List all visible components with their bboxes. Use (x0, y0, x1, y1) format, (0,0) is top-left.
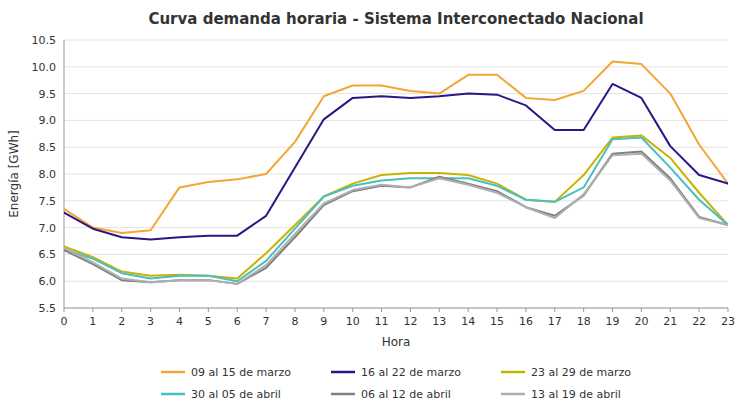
x-axis-line (64, 308, 728, 309)
x-tick-label: 7 (263, 315, 270, 328)
x-tick-label: 22 (692, 315, 706, 328)
legend-swatch (161, 393, 185, 396)
x-tick (670, 308, 671, 312)
x-tick (554, 308, 555, 312)
legend-swatch (501, 393, 525, 396)
y-tick-label: 8.5 (39, 141, 57, 154)
x-tick-label: 20 (634, 315, 648, 328)
y-tick-label: 10.5 (32, 34, 57, 47)
chart: Curva demanda horaria - Sistema Intercon… (0, 0, 750, 420)
series-line (64, 61, 728, 233)
series-line (64, 135, 728, 278)
y-tick-label: 5.5 (39, 302, 57, 315)
x-tick (439, 308, 440, 312)
x-axis-label: Hora (382, 335, 411, 349)
grid-line (64, 254, 728, 255)
axes: 5.56.06.57.07.58.08.59.09.510.010.501234… (32, 34, 736, 328)
y-axis-line (64, 40, 65, 308)
series-line (64, 154, 728, 284)
y-tick-label: 6.5 (39, 248, 57, 261)
grid-line (64, 147, 728, 148)
x-tick-label: 18 (577, 315, 591, 328)
x-tick-label: 3 (147, 315, 154, 328)
y-tick-label: 10.0 (32, 61, 57, 74)
x-tick-label: 14 (461, 315, 475, 328)
legend-label: 16 al 22 de marzo (361, 366, 461, 379)
x-tick-label: 1 (89, 315, 96, 328)
x-tick (699, 308, 700, 312)
y-tick-label: 8.0 (39, 168, 57, 181)
y-tick-label: 7.5 (39, 195, 57, 208)
y-tick-label: 9.0 (39, 114, 57, 127)
x-tick-label: 6 (234, 315, 241, 328)
plot-area (64, 61, 728, 283)
grid-line (64, 227, 728, 228)
x-tick-label: 10 (346, 315, 360, 328)
x-tick (294, 308, 295, 312)
x-tick-label: 21 (663, 315, 677, 328)
grid-line (64, 200, 728, 201)
x-tick (641, 308, 642, 312)
x-tick-label: 11 (375, 315, 389, 328)
legend: 09 al 15 de marzo 16 al 22 de marzo 23 al … (161, 366, 631, 401)
legend-swatch (331, 371, 355, 374)
x-tick (497, 308, 498, 312)
x-tick (468, 308, 469, 312)
series-line (64, 84, 728, 239)
x-tick (150, 308, 151, 312)
series-line (64, 138, 728, 282)
grid-line (64, 40, 728, 41)
grid-line (64, 66, 728, 67)
x-tick (266, 308, 267, 312)
x-tick-label: 23 (721, 315, 735, 328)
x-tick-label: 8 (291, 315, 298, 328)
grid-line (64, 308, 728, 309)
x-tick (612, 308, 613, 312)
legend-swatch (501, 371, 525, 374)
x-tick (381, 308, 382, 312)
x-tick-label: 19 (606, 315, 620, 328)
legend-swatch (331, 393, 355, 396)
title: Curva demanda horaria - Sistema Intercon… (148, 10, 643, 28)
x-tick (525, 308, 526, 312)
x-tick-label: 17 (548, 315, 562, 328)
x-tick (410, 308, 411, 312)
x-tick-label: 0 (61, 315, 68, 328)
x-tick (179, 308, 180, 312)
x-tick (728, 308, 729, 312)
y-tick-label: 7.0 (39, 222, 57, 235)
y-axis-label: Energía [GWh] (7, 130, 21, 218)
x-tick-label: 9 (320, 315, 327, 328)
x-tick (208, 308, 209, 312)
legend-label: 09 al 15 de marzo (191, 366, 291, 379)
x-tick (64, 308, 65, 312)
x-tick-label: 15 (490, 315, 504, 328)
x-tick-label: 5 (205, 315, 212, 328)
x-tick-label: 4 (176, 315, 183, 328)
x-tick-label: 2 (118, 315, 125, 328)
legend-swatch (161, 371, 185, 374)
x-tick-label: 13 (432, 315, 446, 328)
x-tick (583, 308, 584, 312)
grid-line (64, 120, 728, 121)
x-tick (352, 308, 353, 312)
grid-line (64, 93, 728, 94)
legend-label: 13 al 19 de abril (531, 388, 621, 401)
x-tick-label: 16 (519, 315, 533, 328)
x-tick (237, 308, 238, 312)
x-tick (92, 308, 93, 312)
legend-label: 23 al 29 de marzo (531, 366, 631, 379)
x-tick (323, 308, 324, 312)
y-tick-label: 6.0 (39, 275, 57, 288)
legend-label: 30 al 05 de abril (191, 388, 281, 401)
legend-label: 06 al 12 de abril (361, 388, 451, 401)
x-tick (121, 308, 122, 312)
x-tick-label: 12 (403, 315, 417, 328)
series-line (64, 151, 728, 283)
y-tick-label: 9.5 (39, 88, 57, 101)
